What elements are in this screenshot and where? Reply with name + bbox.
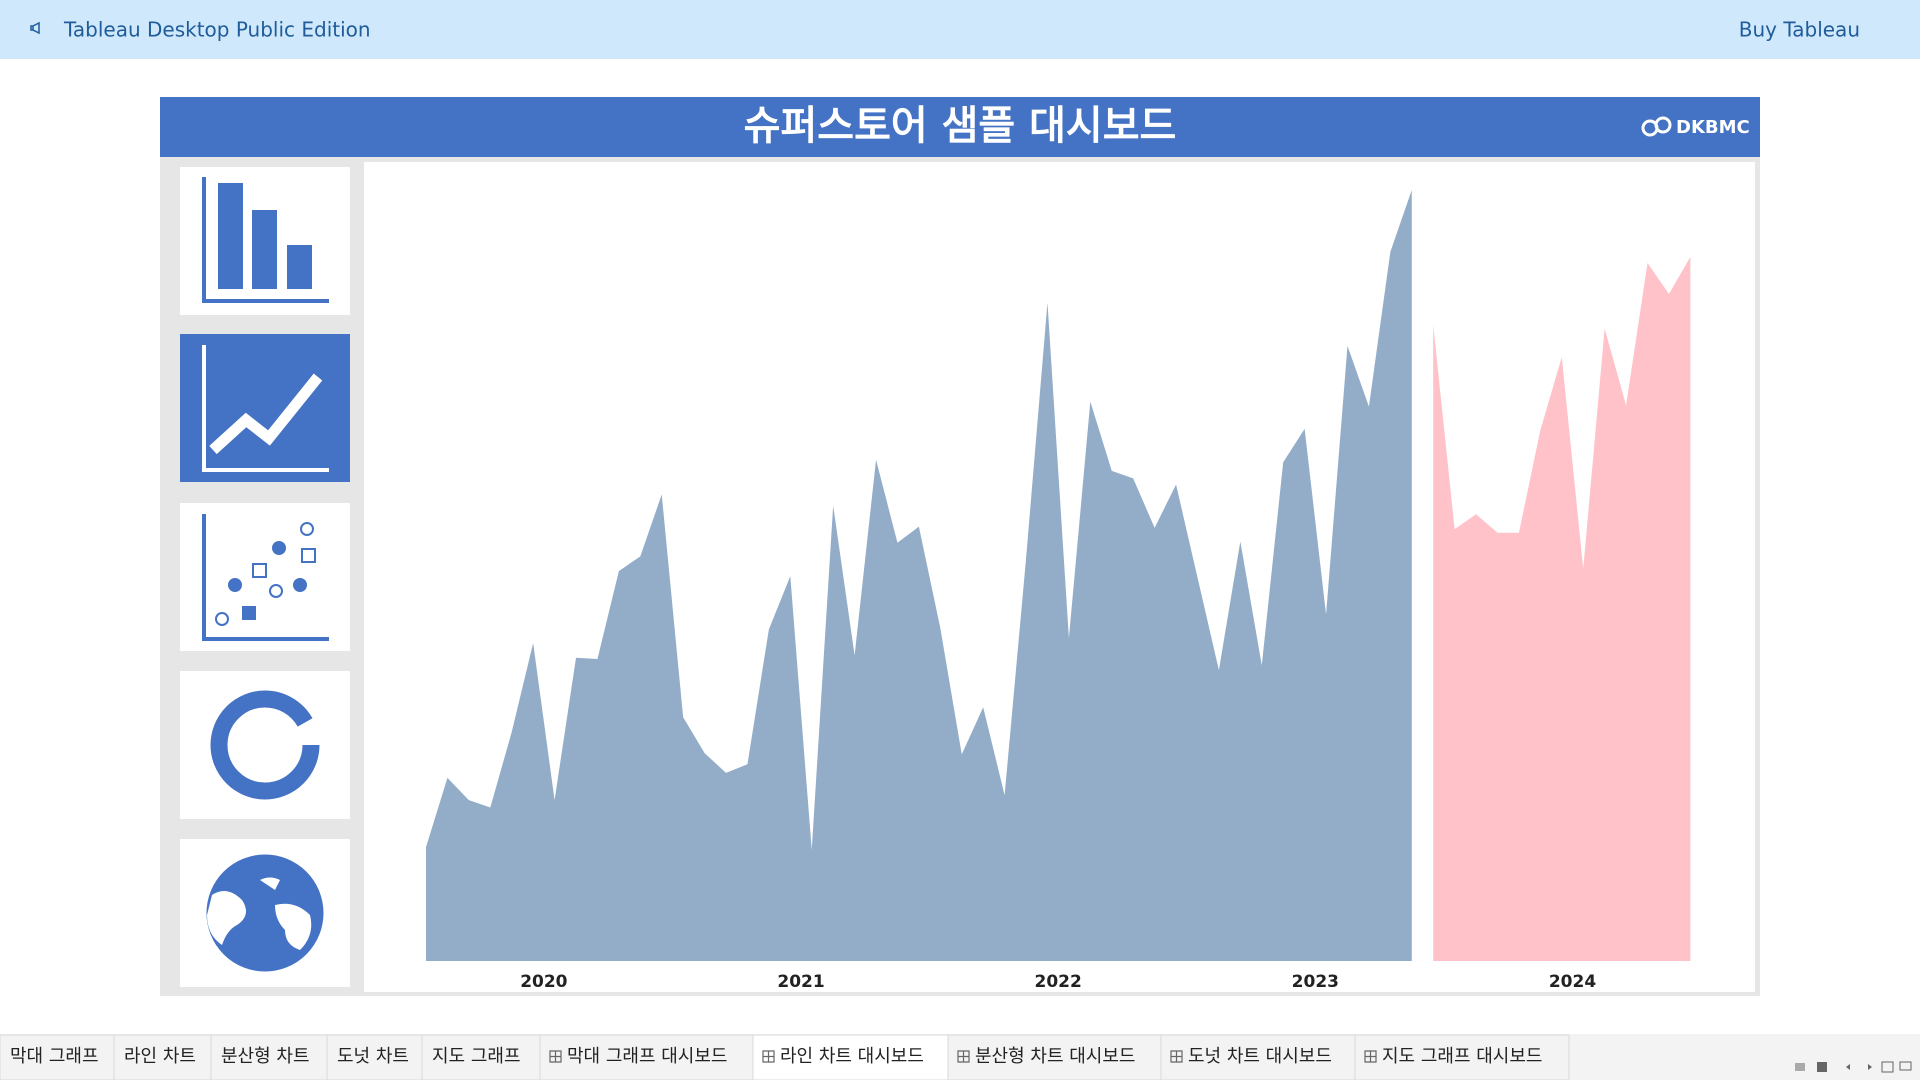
x-tick-label: 2020 [520, 972, 567, 992]
tab-label: 라인 차트 대시보드 [780, 1046, 924, 1067]
tab-label: 막대 그래프 [10, 1046, 99, 1067]
tab-bg [947, 1034, 1162, 1080]
sheet-tab[interactable]: 도넛 차트 [326, 1034, 423, 1080]
sheet-tab[interactable]: 지도 그래프 대시보드 [1354, 1034, 1570, 1080]
area [426, 190, 1412, 961]
tab-label: 도넛 차트 [337, 1046, 409, 1067]
tab-label: 도넛 차트 대시보드 [1188, 1046, 1332, 1067]
sheet-tab[interactable]: 도넛 차트 대시보드 [1160, 1034, 1356, 1080]
dashboard-icon [762, 1050, 775, 1063]
buy-link[interactable]: Buy Tableau [1739, 18, 1860, 42]
x-tick-label: 2021 [777, 972, 824, 992]
sheet-tab[interactable]: 막대 그래프 [0, 1034, 115, 1080]
dashboard-icon [1170, 1050, 1183, 1063]
dashboard-icon [1364, 1050, 1377, 1063]
app-title: Tableau Desktop Public Edition [63, 18, 371, 42]
dashboard-icon [957, 1050, 970, 1063]
tab-bg [210, 1034, 328, 1080]
x-tick-label: 2022 [1035, 972, 1082, 992]
dashboard-title: 슈퍼스토어 샘플 대시보드 [744, 103, 1177, 149]
sheet-tab[interactable]: 라인 차트 대시보드 [752, 1034, 949, 1080]
logo-icon [1641, 116, 1672, 137]
tab-label: 지도 그래프 [432, 1046, 521, 1067]
status-icons [1795, 1061, 1912, 1073]
nav-scatter-chart[interactable] [180, 503, 350, 651]
nav-map[interactable] [180, 839, 350, 987]
area [1433, 256, 1691, 961]
tab-label: 지도 그래프 대시보드 [1382, 1046, 1542, 1067]
tab-bg [421, 1034, 541, 1080]
nav-line-chart[interactable] [180, 334, 350, 482]
nav-donut-chart[interactable] [180, 671, 350, 819]
sheet-tab[interactable]: 라인 차트 [113, 1034, 212, 1080]
sheet-tab[interactable]: 분산형 차트 대시보드 [947, 1034, 1162, 1080]
sheet-tab[interactable]: 지도 그래프 [421, 1034, 541, 1080]
tab-label: 막대 그래프 대시보드 [567, 1046, 727, 1067]
x-tick-label: 2024 [1549, 972, 1596, 992]
x-tick-label: 2023 [1292, 972, 1339, 992]
tab-bg [326, 1034, 423, 1080]
tab-label: 분산형 차트 대시보드 [975, 1046, 1135, 1067]
sheet-tab[interactable]: 막대 그래프 대시보드 [539, 1034, 754, 1080]
title-bar [160, 97, 1760, 157]
tab-label: 라인 차트 [124, 1046, 196, 1067]
top-bar [0, 0, 1920, 59]
tab-bg [752, 1034, 949, 1080]
logo-text: DKBMC [1676, 117, 1750, 138]
sheet-tab[interactable]: 분산형 차트 [210, 1034, 328, 1080]
nav-bar-chart[interactable] [180, 167, 350, 315]
tab-bg [1354, 1034, 1570, 1080]
announce-icon [30, 21, 40, 35]
dashboard-icon [549, 1050, 562, 1063]
tab-bg [113, 1034, 212, 1080]
tab-bg [0, 1034, 115, 1080]
tab-label: 분산형 차트 [221, 1046, 310, 1067]
